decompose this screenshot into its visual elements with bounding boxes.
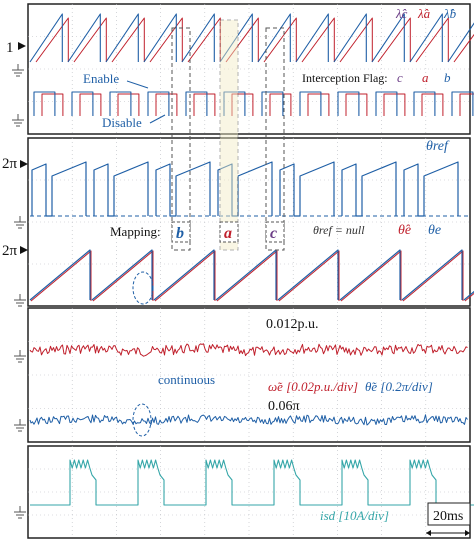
mapping-b-box (171, 221, 191, 243)
highlight-column-b (171, 27, 191, 251)
ground-markers (12, 64, 26, 519)
ground-icon (12, 114, 24, 127)
disable-pointer (149, 114, 166, 124)
theta-e-hat-wave (30, 250, 474, 302)
interception-flag-label: Interception Flag: (302, 71, 388, 85)
mapping-b-label: b (176, 225, 184, 242)
omega-scale-label: ω̃e [0.02p.u./div] (268, 379, 358, 394)
current-scale-label: isd [10A/div] (320, 508, 389, 523)
mapping-label: Mapping: (110, 224, 161, 239)
theta-scale-label: θ̃e [0.2π/div] (365, 379, 433, 394)
ground-icon (12, 64, 24, 77)
waveforms (29, 13, 474, 506)
crossing-ellipse (132, 271, 154, 305)
time-scale-arrowhead-right (465, 530, 470, 536)
continuous-ellipse (132, 403, 152, 437)
lambda-sawtooth-red (35, 17, 474, 63)
ground-icon (14, 294, 26, 307)
theta-error-trace (29, 414, 468, 426)
time-scale-box (427, 502, 471, 526)
current-trace (30, 459, 474, 506)
amplitude-006-label: 0.06π (268, 399, 300, 414)
enable-pulses-red (41, 93, 474, 116)
level-2pi-marker-a (20, 160, 28, 168)
theta-ref-null-label: θref = null (313, 223, 365, 237)
continuous-label: continuous (158, 372, 215, 387)
ground-icon (14, 216, 26, 229)
level-1-label: 1 (6, 40, 14, 56)
time-scale-arrowhead-left (426, 530, 431, 536)
level-2pi-label-b: 2π (2, 243, 18, 259)
level-1-marker (18, 42, 26, 50)
level-2pi-label-a: 2π (2, 156, 18, 172)
mapping-a-box (219, 221, 239, 243)
theta-e-wave (29, 249, 474, 301)
theta-ref-label: θref (426, 139, 450, 154)
theta-e-label: θe (428, 223, 441, 238)
theta-ref-wave (31, 161, 459, 217)
flag-b-label: b (444, 70, 451, 85)
ground-icon (14, 419, 26, 432)
lambda-b-label: λ̂b (443, 6, 457, 21)
omega-error-trace (29, 343, 468, 357)
mapping-a-label: a (224, 225, 232, 242)
ground-icon (14, 350, 26, 363)
highlight-column-c (265, 27, 285, 251)
ground-icon (14, 506, 26, 519)
flag-a-label: a (422, 70, 429, 85)
lambda-c-label: λ̂c (395, 6, 408, 21)
enable-label: Enable (83, 71, 119, 86)
mapping-c-box (265, 221, 285, 243)
amplitude-012-label: 0.012p.u. (266, 317, 319, 332)
flag-c-label: c (397, 70, 403, 85)
highlight-column-a (219, 19, 239, 251)
lambda-a-label: λ̂a (417, 6, 431, 21)
enable-pointer (126, 80, 149, 89)
disable-label: Disable (102, 115, 142, 130)
level-2pi-marker-b (20, 246, 28, 254)
mapping-c-label: c (270, 225, 277, 242)
enable-pulses-blue (33, 91, 474, 116)
theta-e-hat-label: θ̂e (398, 223, 411, 238)
lambda-sawtooth-blue (29, 13, 474, 63)
time-scale-label: 20ms (433, 509, 463, 524)
